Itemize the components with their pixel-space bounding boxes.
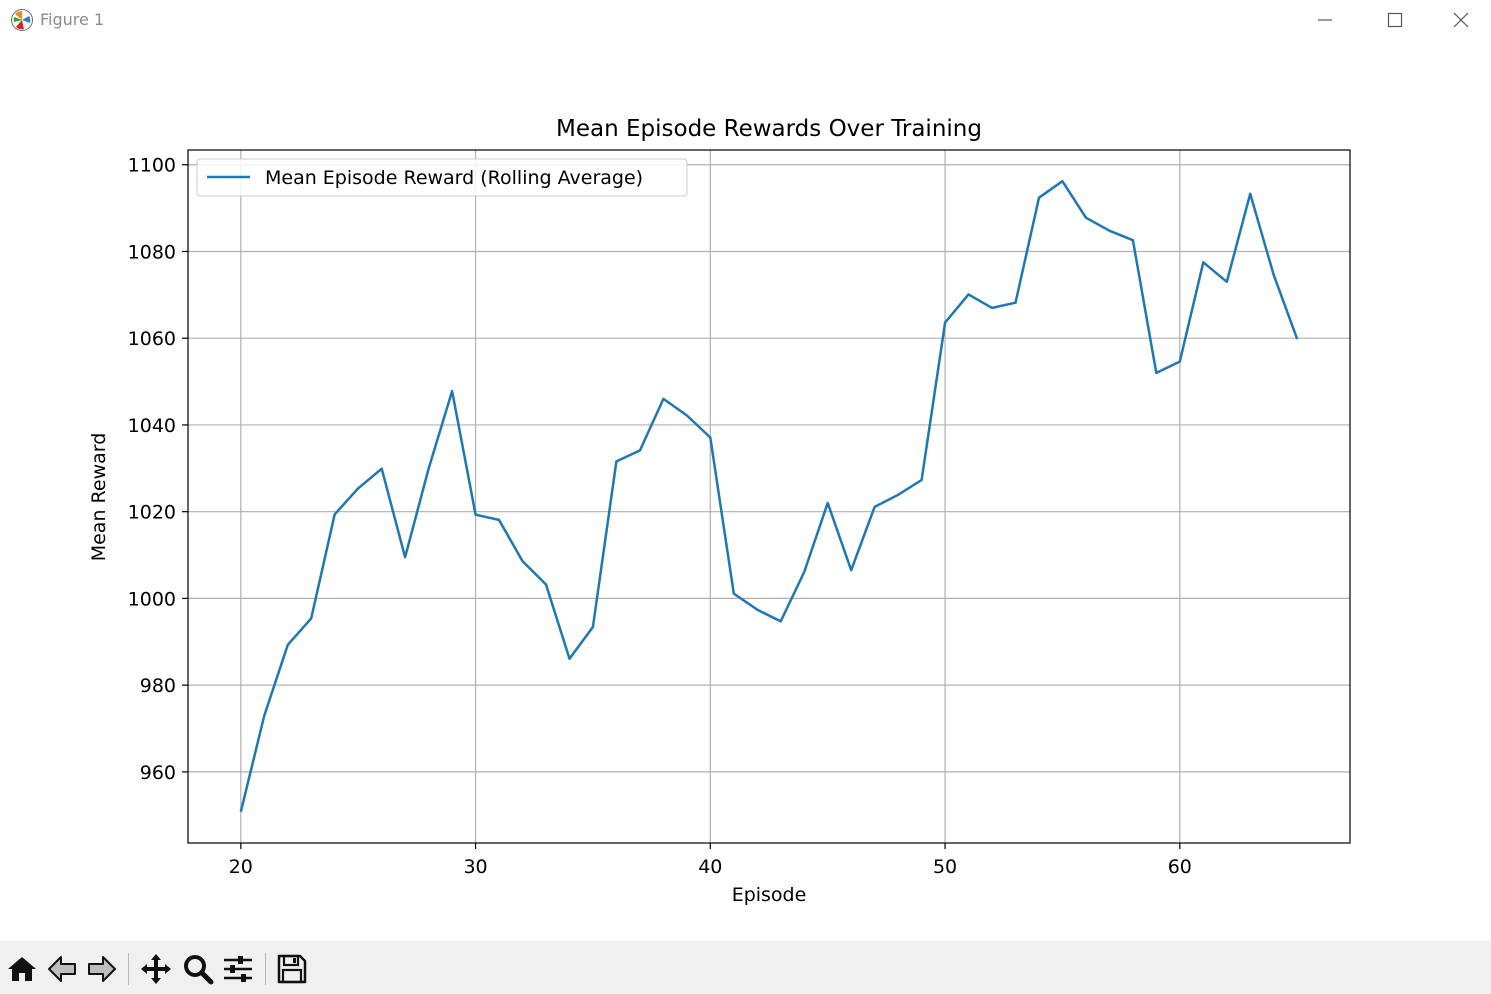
x-tick-label: 60: [1168, 856, 1192, 878]
y-tick-label: 1060: [128, 328, 176, 350]
chart-title: Mean Episode Rewards Over Training: [556, 116, 982, 142]
y-tick-label: 1040: [128, 415, 176, 437]
matplotlib-logo-icon: [11, 9, 33, 31]
close-button[interactable]: [1430, 0, 1491, 40]
series-line: [239, 179, 1299, 813]
x-tick-label: 30: [463, 856, 487, 878]
minimize-button[interactable]: [1290, 0, 1360, 40]
close-icon: [1453, 12, 1468, 28]
y-axis-label: Mean Reward: [88, 433, 110, 562]
legend-box: [196, 158, 688, 197]
x-tick-label: 20: [229, 856, 253, 878]
navigation-toolbar: [0, 941, 1491, 994]
x-tick-label: 40: [698, 856, 722, 878]
x-axis-ticks: 20 30 40 50 60: [229, 843, 1192, 878]
x-axis-label: Episode: [732, 884, 807, 906]
legend: Mean Episode Reward (Rolling Average): [196, 158, 688, 197]
minimize-icon: [1318, 19, 1332, 21]
back-button[interactable]: [44, 951, 80, 987]
configure-subplots-icon: [224, 956, 252, 982]
toolbar-separator: [265, 953, 266, 985]
forward-arrow-icon: [88, 956, 116, 982]
figure-canvas[interactable]: 20 30 40 50 60 960 980 1000 1020 1040 1060 1080 110…: [0, 40, 1491, 941]
axes-frame: [187, 149, 1351, 844]
window-title: Figure 1: [40, 10, 105, 29]
save-floppy-icon: [277, 954, 307, 984]
home-button[interactable]: [4, 951, 40, 987]
maximize-button[interactable]: [1360, 0, 1430, 40]
y-tick-label: 980: [140, 675, 176, 697]
pan-button[interactable]: [138, 951, 174, 987]
configure-subplots-button[interactable]: [220, 951, 256, 987]
back-arrow-icon: [48, 956, 76, 982]
toolbar-separator: [128, 953, 129, 985]
y-tick-label: 1020: [128, 502, 176, 524]
y-axis-ticks: 960 980 1000 1020 1040 1060 1080 1100: [128, 155, 188, 784]
save-button[interactable]: [274, 951, 310, 987]
series-layer: [239, 179, 1299, 813]
window-titlebar: Figure 1: [0, 0, 1491, 40]
y-tick-label: 1000: [128, 588, 176, 610]
y-tick-label: 1100: [128, 155, 176, 177]
y-tick-label: 960: [140, 762, 176, 784]
forward-button[interactable]: [84, 951, 120, 987]
x-tick-label: 50: [933, 856, 957, 878]
pan-move-icon: [141, 954, 171, 984]
maximize-icon: [1387, 12, 1403, 28]
zoom-button[interactable]: [180, 951, 216, 987]
y-tick-label: 1080: [128, 241, 176, 263]
home-icon: [8, 957, 36, 981]
zoom-magnifier-icon: [184, 955, 214, 985]
grid-lines: [188, 150, 1350, 843]
legend-entry-label: Mean Episode Reward (Rolling Average): [265, 167, 643, 189]
